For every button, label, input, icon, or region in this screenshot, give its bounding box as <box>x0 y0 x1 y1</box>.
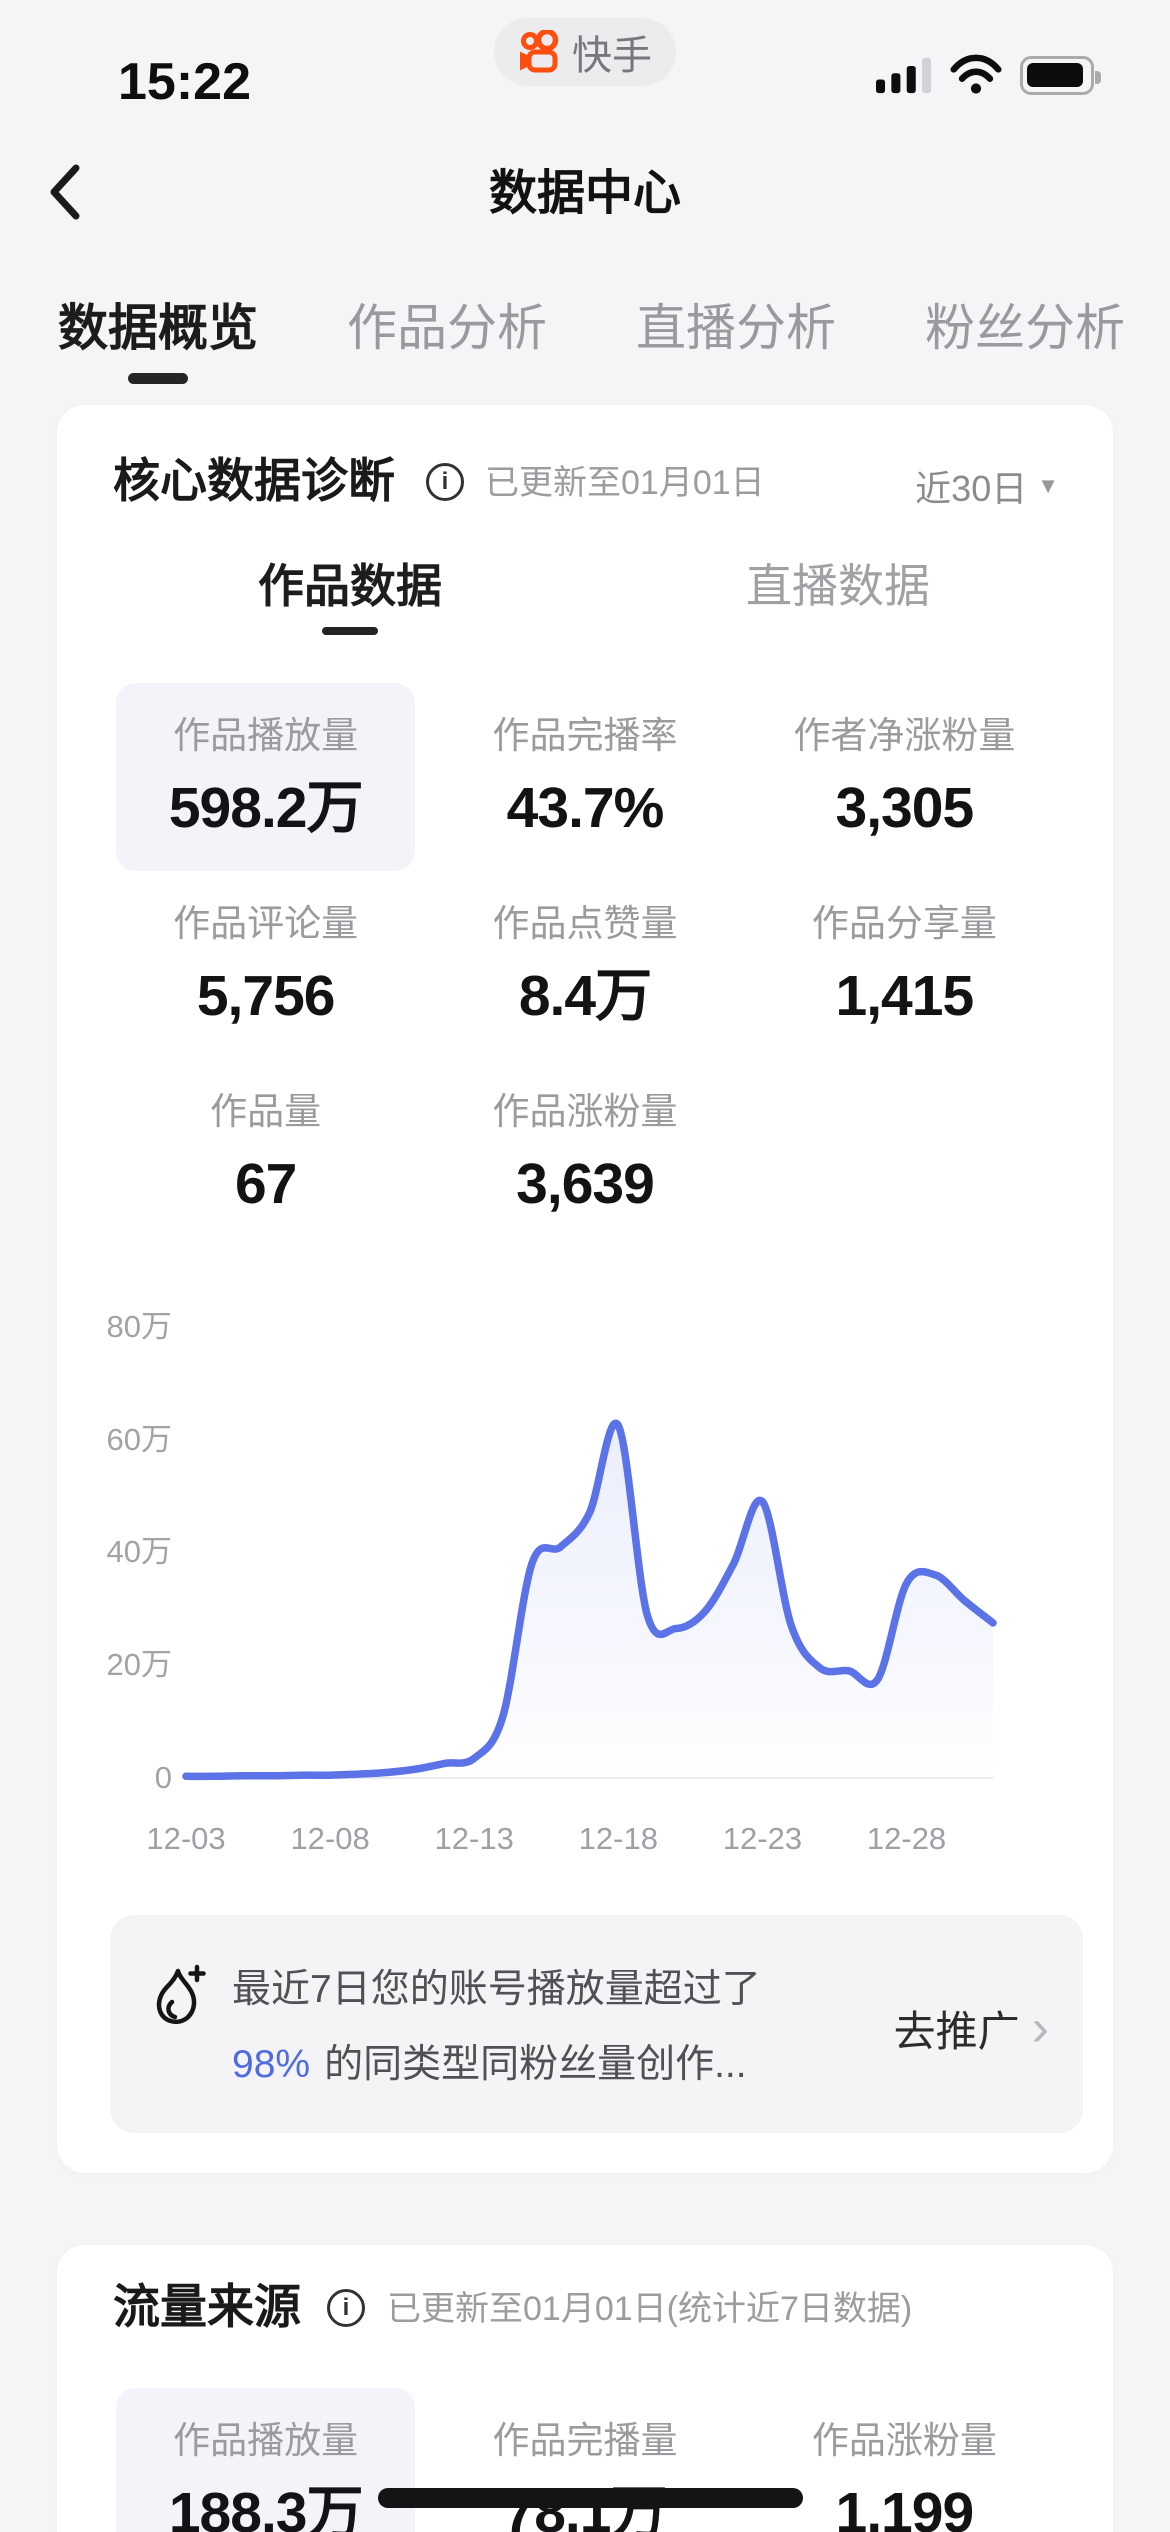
active-tab-underline <box>128 373 188 384</box>
cellular-signal-icon <box>876 57 932 94</box>
subtab-label: 作品数据 <box>258 560 442 612</box>
stat-label: 作品评论量 <box>173 903 359 944</box>
go-promote-button[interactable]: 去推广 › <box>894 2000 1049 2056</box>
tab-work-analysis[interactable]: 作品分析 <box>347 296 547 390</box>
stat-cell[interactable]: 作品完播量 78.1万 <box>425 2388 744 2532</box>
stat-value: 3,305 <box>835 776 975 840</box>
updated-at-text: 已更新至01月01日 <box>485 464 765 502</box>
stat-value: 1,415 <box>835 964 975 1028</box>
promo-text-rest: 的同类型同粉丝量创作... <box>324 2043 747 2086</box>
stat-value: 5,756 <box>196 964 336 1028</box>
y-axis-tick-label: 20万 <box>106 1647 172 1683</box>
stat-cell-selected[interactable]: 作品播放量 598.2万 <box>116 683 416 871</box>
stat-cell[interactable]: 作品完播率 43.7% <box>425 683 744 871</box>
stat-value: 43.7% <box>506 776 665 840</box>
core-card-title: 核心数据诊断 <box>113 454 395 507</box>
app-badge-label: 快手 <box>572 34 652 78</box>
stat-value: 67 <box>234 1152 297 1216</box>
stat-cell[interactable]: 作品涨粉量 3,639 <box>425 1059 744 1247</box>
stat-label: 作品播放量 <box>173 2420 359 2461</box>
promo-percentile: 98% <box>232 2043 311 2086</box>
stat-value: 1,199 <box>835 2481 975 2532</box>
y-axis-tick-label: 40万 <box>106 1534 172 1570</box>
stat-cell[interactable]: 作品量 67 <box>106 1059 425 1247</box>
trend-chart-canvas <box>182 1419 997 1781</box>
tab-live-analysis[interactable]: 直播分析 <box>636 296 836 390</box>
tab-fans-analysis[interactable]: 粉丝分析 <box>925 296 1125 390</box>
active-subtab-underline <box>322 627 378 635</box>
kuaishou-logo-icon <box>520 30 559 73</box>
x-axis-tick-label: 12-18 <box>578 1821 658 1856</box>
stat-cell[interactable]: 作品点赞量 8.4万 <box>425 871 744 1059</box>
page-title: 数据中心 <box>488 167 681 220</box>
x-axis-tick-label: 12-13 <box>434 1821 514 1856</box>
subtab-label: 直播数据 <box>746 560 930 612</box>
stat-label: 作品点赞量 <box>492 903 678 944</box>
date-range-label: 近30日 <box>915 468 1028 509</box>
views-trend-chart[interactable]: 0 20万 40万 60万 80万 12-03 12-08 12-13 12-18 12-23 12… <box>57 1290 1113 1930</box>
tab-data-overview[interactable]: 数据概览 <box>58 296 258 390</box>
stat-value: 188.3万 <box>168 2481 364 2532</box>
hot-flame-plus-icon <box>156 1964 206 2025</box>
redaction-bar <box>378 2488 803 2508</box>
promotion-banner[interactable]: 最近7日您的账号播放量超过了 98% 的同类型同粉丝量创作... 去推广 › <box>110 1915 1083 2133</box>
tab-label: 作品分析 <box>347 300 547 356</box>
stat-label: 作品涨粉量 <box>811 2420 997 2461</box>
date-range-selector[interactable]: 近30日 ▼ <box>915 463 1059 509</box>
promo-text-line1: 最近7日您的账号播放量超过了 <box>232 1968 761 2011</box>
app-badge-pill[interactable]: 快手 <box>494 18 676 86</box>
status-icons <box>876 54 1101 96</box>
stat-label: 作品分享量 <box>811 903 997 944</box>
stat-cell[interactable]: 作品分享量 1,415 <box>745 871 1064 1059</box>
x-axis-tick-label: 12-08 <box>290 1821 370 1856</box>
stat-label: 作品量 <box>210 1091 322 1132</box>
core-stats-grid: 作品播放量 598.2万 作品完播率 43.7% 作者净涨粉量 3,305 作品… <box>106 683 1064 1247</box>
tab-label: 数据概览 <box>58 300 258 356</box>
core-data-card: 核心数据诊断 i 已更新至01月01日 近30日 ▼ 作品数据 直播数据 作品播… <box>57 405 1113 2173</box>
stat-cell-selected[interactable]: 作品播放量 188.3万 <box>116 2388 416 2532</box>
stat-label: 作品完播率 <box>492 715 678 756</box>
trend-area-fill <box>186 1423 993 1778</box>
x-axis-tick-label: 12-03 <box>146 1821 226 1856</box>
stat-label: 作品完播量 <box>492 2420 678 2461</box>
traffic-stats-grid: 作品播放量 188.3万 作品完播量 78.1万 作品涨粉量 1,199 <box>106 2388 1064 2532</box>
info-icon[interactable]: i <box>426 463 464 501</box>
battery-icon <box>1020 55 1101 95</box>
wifi-icon <box>950 54 1002 94</box>
chevron-right-icon: › <box>1031 1999 1049 2057</box>
stat-cell[interactable]: 作者净涨粉量 3,305 <box>745 683 1064 871</box>
traffic-source-card: 流量来源 i 已更新至01月01日(统计近7日数据) 作品播放量 188.3万 … <box>57 2245 1113 2532</box>
stat-cell[interactable]: 作品涨粉量 1,199 <box>745 2388 1064 2532</box>
y-axis-tick-label: 80万 <box>106 1308 172 1344</box>
chevron-down-icon: ▼ <box>1037 473 1059 498</box>
stat-value: 598.2万 <box>168 776 364 840</box>
stat-value: 8.4万 <box>518 964 652 1028</box>
x-axis-tick-label: 12-23 <box>722 1821 803 1856</box>
back-button[interactable] <box>46 162 82 222</box>
traffic-card-title: 流量来源 <box>113 2280 301 2333</box>
subtab-work-data[interactable]: 作品数据 <box>258 555 442 635</box>
stat-label: 作品涨粉量 <box>492 1091 678 1132</box>
updated-at-text: 已更新至01月01日(统计近7日数据) <box>387 2290 913 2328</box>
subtab-live-data[interactable]: 直播数据 <box>746 555 930 617</box>
status-time: 15:22 <box>118 53 251 111</box>
trend-line <box>182 1419 997 1781</box>
go-promote-label: 去推广 <box>893 2007 1020 2055</box>
tab-label: 粉丝分析 <box>925 300 1125 356</box>
stat-label: 作者净涨粉量 <box>793 715 1016 756</box>
promo-text-line2: 98% 的同类型同粉丝量创作... <box>232 2043 747 2087</box>
y-axis-tick-label: 60万 <box>106 1421 172 1457</box>
stat-label: 作品播放量 <box>173 715 359 756</box>
y-axis-tick-label: 0 <box>154 1760 172 1795</box>
x-axis-tick-label: 12-28 <box>866 1821 947 1856</box>
tab-label: 直播分析 <box>636 300 836 356</box>
main-tab-bar: 数据概览 作品分析 直播分析 粉丝分析 <box>0 296 1170 390</box>
info-icon[interactable]: i <box>327 2289 365 2327</box>
stat-cell[interactable]: 作品评论量 5,756 <box>106 871 425 1059</box>
stat-value: 3,639 <box>516 1152 655 1216</box>
